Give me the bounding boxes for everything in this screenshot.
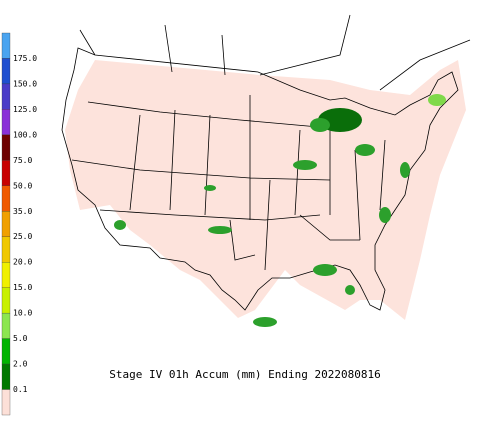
legend-swatch [1, 287, 11, 314]
legend-label: 35.0 [13, 207, 32, 216]
legend-swatch [1, 389, 11, 416]
country-outline [61, 47, 459, 311]
precip-area [355, 144, 375, 156]
legend-label: 150.0 [13, 79, 37, 88]
map-title: Stage IV 01h Accum (mm) Ending 202208081… [109, 368, 381, 381]
precip [114, 94, 446, 327]
map [61, 14, 471, 327]
precip-area [313, 264, 337, 276]
legend-label: 5.0 [13, 334, 28, 343]
legend-swatch [1, 58, 11, 85]
legend-label: 0.1 [13, 385, 28, 394]
legend-swatch [1, 363, 11, 390]
precip-area [114, 220, 126, 230]
precip-area [400, 162, 410, 178]
legend-label: 25.0 [13, 232, 32, 241]
legend-label: 10.0 [13, 309, 32, 318]
legend-swatch [1, 109, 11, 136]
legend-swatch [1, 134, 11, 161]
precip-area [345, 285, 355, 295]
legend-swatch [1, 160, 11, 186]
data-domain [65, 60, 466, 320]
legend-swatch [1, 262, 11, 288]
legend-label: 2.0 [13, 360, 28, 369]
legend-swatch [1, 338, 11, 365]
legend-label: 100.0 [13, 130, 37, 139]
legend-swatch [1, 236, 11, 263]
state-lines [71, 95, 386, 271]
legend-swatch [1, 83, 11, 110]
legend-label: 50.0 [13, 181, 32, 190]
precip-area [293, 160, 317, 170]
legend-label: 75.0 [13, 156, 32, 165]
precip-area [208, 226, 232, 234]
legend-label: 15.0 [13, 283, 32, 292]
precip-area [428, 94, 446, 106]
precip-area [253, 317, 277, 327]
precip-area [379, 207, 391, 223]
legend-label: 125.0 [13, 105, 37, 114]
legend-label: 175.0 [13, 54, 37, 63]
legend-swatch [1, 312, 11, 339]
canada-lines [79, 14, 471, 91]
precip-area [310, 118, 330, 132]
legend-swatch [1, 185, 11, 212]
legend: 175.0 150.0 125.0 100.0 75.0 50.0 35.0 25.0 20.0… [1, 32, 37, 416]
legend-swatch [1, 32, 11, 59]
precip-area [204, 185, 216, 191]
legend-label: 20.0 [13, 258, 32, 267]
legend-swatch [1, 211, 11, 237]
